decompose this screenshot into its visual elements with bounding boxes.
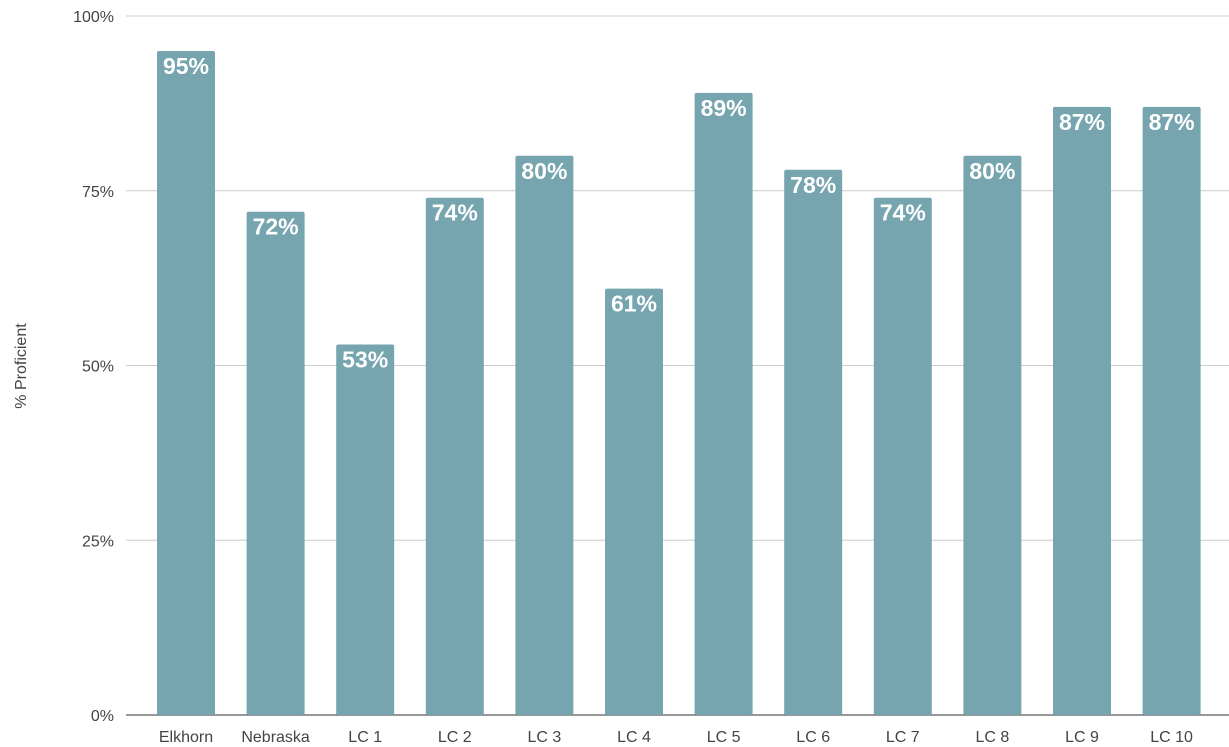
x-tick-label: LC 1	[348, 729, 382, 746]
y-tick-label: 0%	[91, 708, 114, 725]
x-tick-label: Elkhorn	[159, 729, 213, 746]
data-label: 80%	[969, 158, 1015, 184]
x-tick-label: LC 9	[1065, 729, 1099, 746]
data-label: 74%	[432, 200, 478, 226]
data-label: 95%	[163, 53, 209, 79]
x-tick-label: LC 10	[1150, 729, 1193, 746]
x-axis-labels: Elkhorn Nebraska LC 1 LC 2 LC 3 LC 4 LC 5 LC 6 L…	[159, 729, 1193, 746]
bar-lc-5	[694, 92, 753, 715]
x-tick-label: LC 2	[438, 729, 472, 746]
bar-lc-3	[515, 155, 574, 716]
bar-lc-10	[1142, 106, 1201, 716]
data-label: 87%	[1059, 109, 1105, 135]
data-label: 72%	[253, 214, 299, 240]
bar-elkhorn	[157, 50, 215, 715]
data-label: 89%	[701, 95, 747, 121]
data-label: 74%	[880, 200, 926, 226]
y-axis-title: % Proficient	[13, 323, 30, 409]
x-tick-label: Nebraska	[241, 729, 310, 746]
bar-nebraska	[246, 211, 305, 715]
x-tick-label: LC 4	[617, 729, 651, 746]
bar-lc-1	[336, 344, 395, 715]
bar-lc-9	[1053, 106, 1111, 716]
x-tick-label: LC 3	[528, 729, 562, 746]
bar-lc-7	[873, 197, 932, 716]
y-tick-label: 25%	[82, 533, 114, 550]
x-tick-label: LC 5	[707, 729, 741, 746]
y-tick-label: 50%	[82, 359, 114, 376]
data-label: 87%	[1149, 109, 1195, 135]
data-label: 53%	[342, 347, 388, 373]
bars: 95% 72% 53% 74% 80% 61% 89% 78% 74% 80% 87% 87%	[157, 50, 1201, 716]
y-tick-label: 75%	[82, 184, 114, 201]
bar-lc-2	[425, 197, 484, 716]
x-tick-label: LC 7	[886, 729, 920, 746]
grid-lines	[126, 15, 1229, 716]
bar-lc-8	[963, 155, 1022, 716]
data-label: 80%	[521, 158, 567, 184]
bar-lc-6	[784, 169, 843, 715]
data-label: 61%	[611, 291, 657, 317]
data-label: 78%	[790, 172, 836, 198]
bar-lc-4	[605, 288, 663, 715]
y-axis-ticks: 0% 25% 50% 75% 100%	[73, 9, 114, 725]
x-tick-label: LC 6	[796, 729, 830, 746]
x-tick-label: LC 8	[976, 729, 1010, 746]
y-tick-label: 100%	[73, 9, 114, 26]
